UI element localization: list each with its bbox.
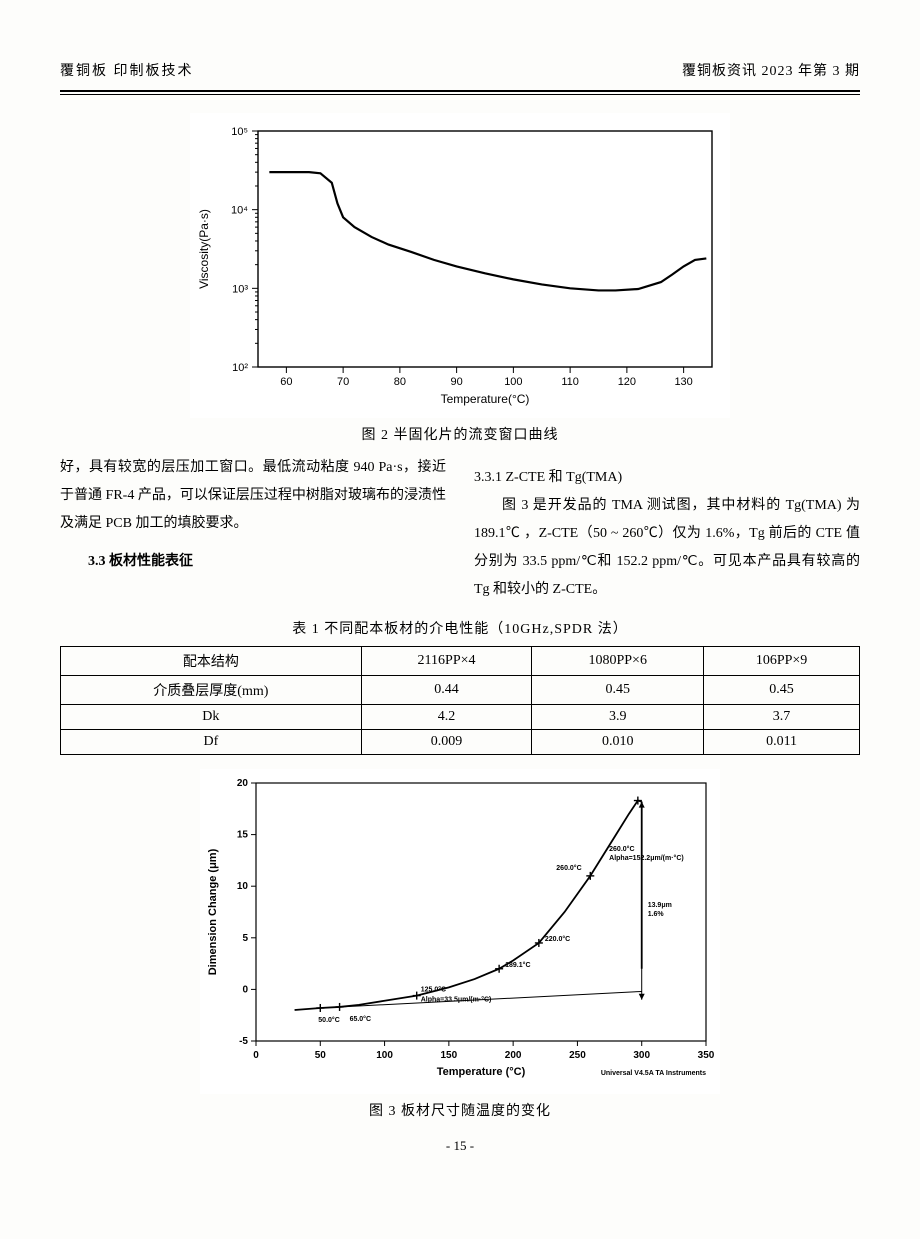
svg-text:10⁵: 10⁵ (231, 126, 248, 138)
figure-3-chart: 0 50 100 150 200 250 300 350 -5 0 5 10 15 20 Temperatu… (200, 769, 720, 1094)
figure-3-caption: 图 3 板材尺寸随温度的变化 (60, 1100, 860, 1120)
figure-2-chart: 60 70 80 90 100 110 120 130 10² 10³ 10⁴ 10⁵ Temperat… (190, 113, 730, 418)
table-data-cell: 0.45 (532, 676, 704, 705)
table-data-cell: 3.9 (532, 705, 704, 730)
svg-text:10: 10 (237, 881, 249, 892)
svg-text:300: 300 (633, 1050, 650, 1061)
svg-text:130: 130 (674, 376, 692, 388)
svg-text:-5: -5 (239, 1036, 248, 1047)
header-right: 覆铜板资讯 2023 年第 3 期 (682, 60, 860, 80)
svg-text:Alpha=152.2μm/(m·°C): Alpha=152.2μm/(m·°C) (609, 854, 684, 862)
table-1: 配本结构2116PP×41080PP×6106PP×9介质叠层厚度(mm)0.4… (60, 646, 860, 755)
table-1-caption: 表 1 不同配本板材的介电性能（10GHz,SPDR 法） (60, 618, 860, 638)
svg-text:5: 5 (242, 933, 248, 944)
svg-text:125.0°C: 125.0°C (421, 986, 446, 994)
svg-text:10²: 10² (232, 362, 248, 374)
svg-text:150: 150 (441, 1050, 458, 1061)
table-header-cell: 1080PP×6 (532, 647, 704, 676)
svg-text:200: 200 (505, 1050, 522, 1061)
header-left: 覆铜板 印制板技术 (60, 60, 194, 80)
svg-text:20: 20 (237, 778, 249, 789)
svg-text:50: 50 (315, 1050, 327, 1061)
svg-text:10³: 10³ (232, 283, 248, 295)
svg-text:260.0°C: 260.0°C (609, 845, 634, 853)
table-data-cell: Dk (61, 705, 362, 730)
table-header-cell: 106PP×9 (704, 647, 860, 676)
svg-text:350: 350 (698, 1050, 715, 1061)
svg-text:100: 100 (376, 1050, 393, 1061)
figure-2-caption: 图 2 半固化片的流变窗口曲线 (60, 424, 860, 444)
left-paragraph-1: 好，具有较宽的层压加工窗口。最低流动粘度 940 Pa·s，接近于普通 FR-4… (60, 454, 446, 538)
table-data-cell: Df (61, 730, 362, 755)
svg-text:13.9μm: 13.9μm (648, 902, 672, 909)
svg-text:90: 90 (451, 376, 463, 388)
svg-text:120: 120 (618, 376, 636, 388)
svg-text:Universal V4.5A TA Instruments: Universal V4.5A TA Instruments (601, 1070, 706, 1077)
table-data-cell: 4.2 (361, 705, 532, 730)
table-header-cell: 2116PP×4 (361, 647, 532, 676)
table-data-cell: 0.010 (532, 730, 704, 755)
svg-text:65.0°C: 65.0°C (350, 1015, 371, 1023)
svg-text:Dimension Change (μm): Dimension Change (μm) (207, 848, 219, 975)
svg-text:70: 70 (337, 376, 349, 388)
table-data-cell: 0.011 (704, 730, 860, 755)
svg-text:1.6%: 1.6% (648, 911, 665, 918)
table-data-cell: 0.45 (704, 676, 860, 705)
svg-text:189.1°C: 189.1°C (505, 961, 530, 969)
svg-text:10⁴: 10⁴ (231, 205, 248, 217)
svg-text:110: 110 (561, 376, 579, 388)
header-rule-thin (60, 94, 860, 95)
page-number: - 15 - (60, 1138, 860, 1154)
table-data-cell: 0.009 (361, 730, 532, 755)
svg-text:260.0°C: 260.0°C (556, 864, 581, 872)
svg-text:0: 0 (253, 1050, 259, 1061)
table-data-cell: 3.7 (704, 705, 860, 730)
left-column: 好，具有较宽的层压加工窗口。最低流动粘度 940 Pa·s，接近于普通 FR-4… (60, 454, 446, 604)
right-paragraph-1: 图 3 是开发品的 TMA 测试图，其中材料的 Tg(TMA) 为 189.1℃… (474, 492, 860, 604)
svg-text:250: 250 (569, 1050, 586, 1061)
right-column: 3.3.1 Z-CTE 和 Tg(TMA) 图 3 是开发品的 TMA 测试图，… (474, 454, 860, 604)
svg-text:Viscosity(Pa·s): Viscosity(Pa·s) (197, 209, 211, 289)
svg-text:0: 0 (242, 984, 248, 995)
svg-text:80: 80 (394, 376, 406, 388)
svg-text:60: 60 (280, 376, 292, 388)
svg-text:220.0°C: 220.0°C (545, 935, 570, 943)
svg-text:Alpha=33.5μm/(m·°C): Alpha=33.5μm/(m·°C) (421, 996, 492, 1004)
table-data-cell: 介质叠层厚度(mm) (61, 676, 362, 705)
svg-text:50.0°C: 50.0°C (318, 1016, 339, 1024)
table-data-cell: 0.44 (361, 676, 532, 705)
svg-text:Temperature(°C): Temperature(°C) (441, 392, 530, 406)
section-3-3-heading: 3.3 板材性能表征 (60, 548, 446, 576)
table-header-cell: 配本结构 (61, 647, 362, 676)
svg-text:15: 15 (237, 830, 249, 841)
section-3-3-1-heading: 3.3.1 Z-CTE 和 Tg(TMA) (474, 464, 860, 492)
svg-text:Temperature (°C): Temperature (°C) (437, 1066, 526, 1078)
svg-text:100: 100 (504, 376, 522, 388)
header-rule-thick (60, 90, 860, 92)
